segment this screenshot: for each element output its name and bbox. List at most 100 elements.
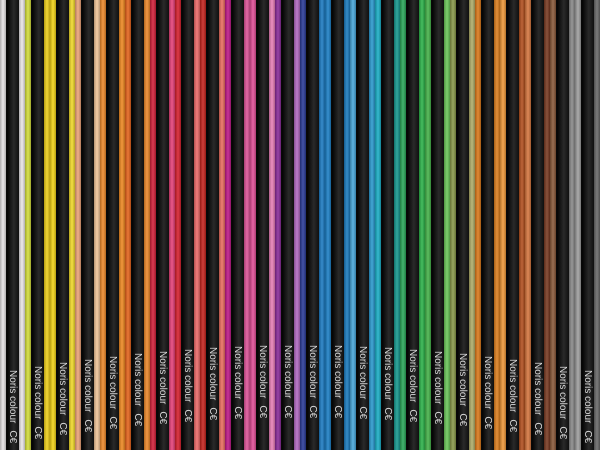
brand-text: Noris colour <box>432 350 443 405</box>
brand-text: Noris colour <box>7 370 18 424</box>
pencil-brand-label: Noris colour C€ <box>532 362 543 435</box>
pencil-color-stripe <box>50 0 56 450</box>
pencil-color-stripe <box>544 0 550 450</box>
pencil: Noris colour C€ <box>350 0 375 450</box>
pencil-color-stripe <box>294 0 300 450</box>
pencil-color-stripe <box>419 0 425 450</box>
ce-mark: C€ <box>182 409 193 422</box>
brand-text: Noris colour <box>482 355 493 409</box>
pencil-color-stripe <box>269 0 275 450</box>
brand-text: Noris colour <box>82 358 93 413</box>
pencil-color-stripe <box>19 0 25 450</box>
pencil: Noris colour C€ <box>225 0 250 450</box>
pencil-brand-label: Noris colour C€ <box>282 345 293 418</box>
pencil-brand-label: Noris colour C€ <box>7 370 18 443</box>
pencil: Noris colour C€ <box>50 0 75 450</box>
pencil: Noris colour C€ <box>375 0 400 450</box>
brand-text: Noris colour <box>132 352 143 407</box>
brand-text: Noris colour <box>57 362 68 416</box>
ce-mark: C€ <box>382 407 393 421</box>
pencil-color-stripe <box>125 0 131 450</box>
brand-text: Noris colour <box>107 355 118 409</box>
ce-mark: C€ <box>582 430 593 444</box>
pencil-color-stripe <box>200 0 206 450</box>
pencil-color-stripe <box>275 0 281 450</box>
pencil-brand-label: Noris colour C€ <box>457 353 468 426</box>
brand-text: Noris colour <box>307 345 318 399</box>
pencil-brand-label: Noris colour C€ <box>157 351 168 424</box>
ce-mark: C€ <box>7 430 18 444</box>
pencil-color-stripe <box>219 0 225 450</box>
ce-mark: C€ <box>482 415 493 429</box>
pencil: Noris colour C€ <box>75 0 100 450</box>
pencil-brand-label: Noris colour C€ <box>557 366 568 439</box>
pencil-brand-label: Noris colour C€ <box>107 356 118 429</box>
pencil-brand-label: Noris colour C€ <box>432 351 443 424</box>
pencil-color-stripe <box>225 0 231 450</box>
pencil: Noris colour C€ <box>450 0 475 450</box>
pencil-color-stripe <box>425 0 431 450</box>
pencil-color-stripe <box>444 0 450 450</box>
pencil-brand-label: Noris colour C€ <box>257 345 268 418</box>
ce-mark: C€ <box>132 413 143 427</box>
pencil-color-stripe <box>319 0 325 450</box>
pencil-brand-label: Noris colour C€ <box>407 349 418 422</box>
pencil-color-stripe <box>250 0 256 450</box>
ce-mark: C€ <box>282 405 293 419</box>
pencil-color-stripe <box>150 0 156 450</box>
ce-mark: C€ <box>557 426 568 439</box>
pencil-brand-label: Noris colour C€ <box>207 347 218 420</box>
brand-text: Noris colour <box>382 347 393 401</box>
pencil: Noris colour C€ <box>500 0 525 450</box>
pencil-color-stripe <box>325 0 331 450</box>
pencil-brand-label: Noris colour C€ <box>307 345 318 418</box>
ce-mark: C€ <box>32 426 43 439</box>
pencil-color-stripe <box>575 0 581 450</box>
brand-text: Noris colour <box>532 362 543 416</box>
ce-mark: C€ <box>257 405 268 419</box>
ce-mark: C€ <box>532 422 543 436</box>
pencil: Noris colour C€ <box>200 0 225 450</box>
pencil-color-stripe <box>500 0 506 450</box>
pencil: Noris colour C€ <box>25 0 50 450</box>
brand-text: Noris colour <box>157 350 168 405</box>
pencil: Noris colour C€ <box>125 0 150 450</box>
pencil-color-stripe <box>0 0 6 450</box>
pencil-color-stripe <box>344 0 350 450</box>
pencil: Noris colour C€ <box>400 0 425 450</box>
pencil-color-stripe <box>525 0 531 450</box>
pencil-color-stripe <box>244 0 250 450</box>
pencil: Noris colour C€ <box>575 0 600 450</box>
ce-mark: C€ <box>457 413 468 427</box>
pencil: Noris colour C€ <box>525 0 550 450</box>
ce-mark: C€ <box>507 419 518 432</box>
pencil: Noris colour C€ <box>250 0 275 450</box>
pencil: Noris colour C€ <box>275 0 300 450</box>
pencil-color-stripe <box>75 0 81 450</box>
pencil-brand-label: Noris colour C€ <box>132 353 143 426</box>
pencil: Noris colour C€ <box>550 0 575 450</box>
pencil-color-stripe <box>450 0 456 450</box>
brand-text: Noris colour <box>332 345 343 399</box>
pencil: Noris colour C€ <box>425 0 450 450</box>
pencil: Noris colour C€ <box>0 0 25 450</box>
pencil-color-stripe <box>69 0 75 450</box>
pencil: Noris colour C€ <box>300 0 325 450</box>
brand-text: Noris colour <box>407 348 418 403</box>
pencil-color-stripe <box>369 0 375 450</box>
pencil: Noris colour C€ <box>175 0 200 450</box>
pencil: Noris colour C€ <box>100 0 125 450</box>
brand-text: Noris colour <box>507 358 518 413</box>
pencil-color-stripe <box>569 0 575 450</box>
pencil-color-stripe <box>475 0 481 450</box>
ce-mark: C€ <box>107 415 118 429</box>
pencil-brand-label: Noris colour C€ <box>357 346 368 419</box>
pencil-brand-label: Noris colour C€ <box>582 370 593 443</box>
brand-text: Noris colour <box>182 348 193 403</box>
pencil-color-stripe <box>119 0 125 450</box>
pencil-color-stripe <box>144 0 150 450</box>
pencil-brand-label: Noris colour C€ <box>57 362 68 435</box>
pencil-brand-label: Noris colour C€ <box>382 347 393 420</box>
pencil-color-stripe <box>100 0 106 450</box>
pencil-color-stripe <box>94 0 100 450</box>
